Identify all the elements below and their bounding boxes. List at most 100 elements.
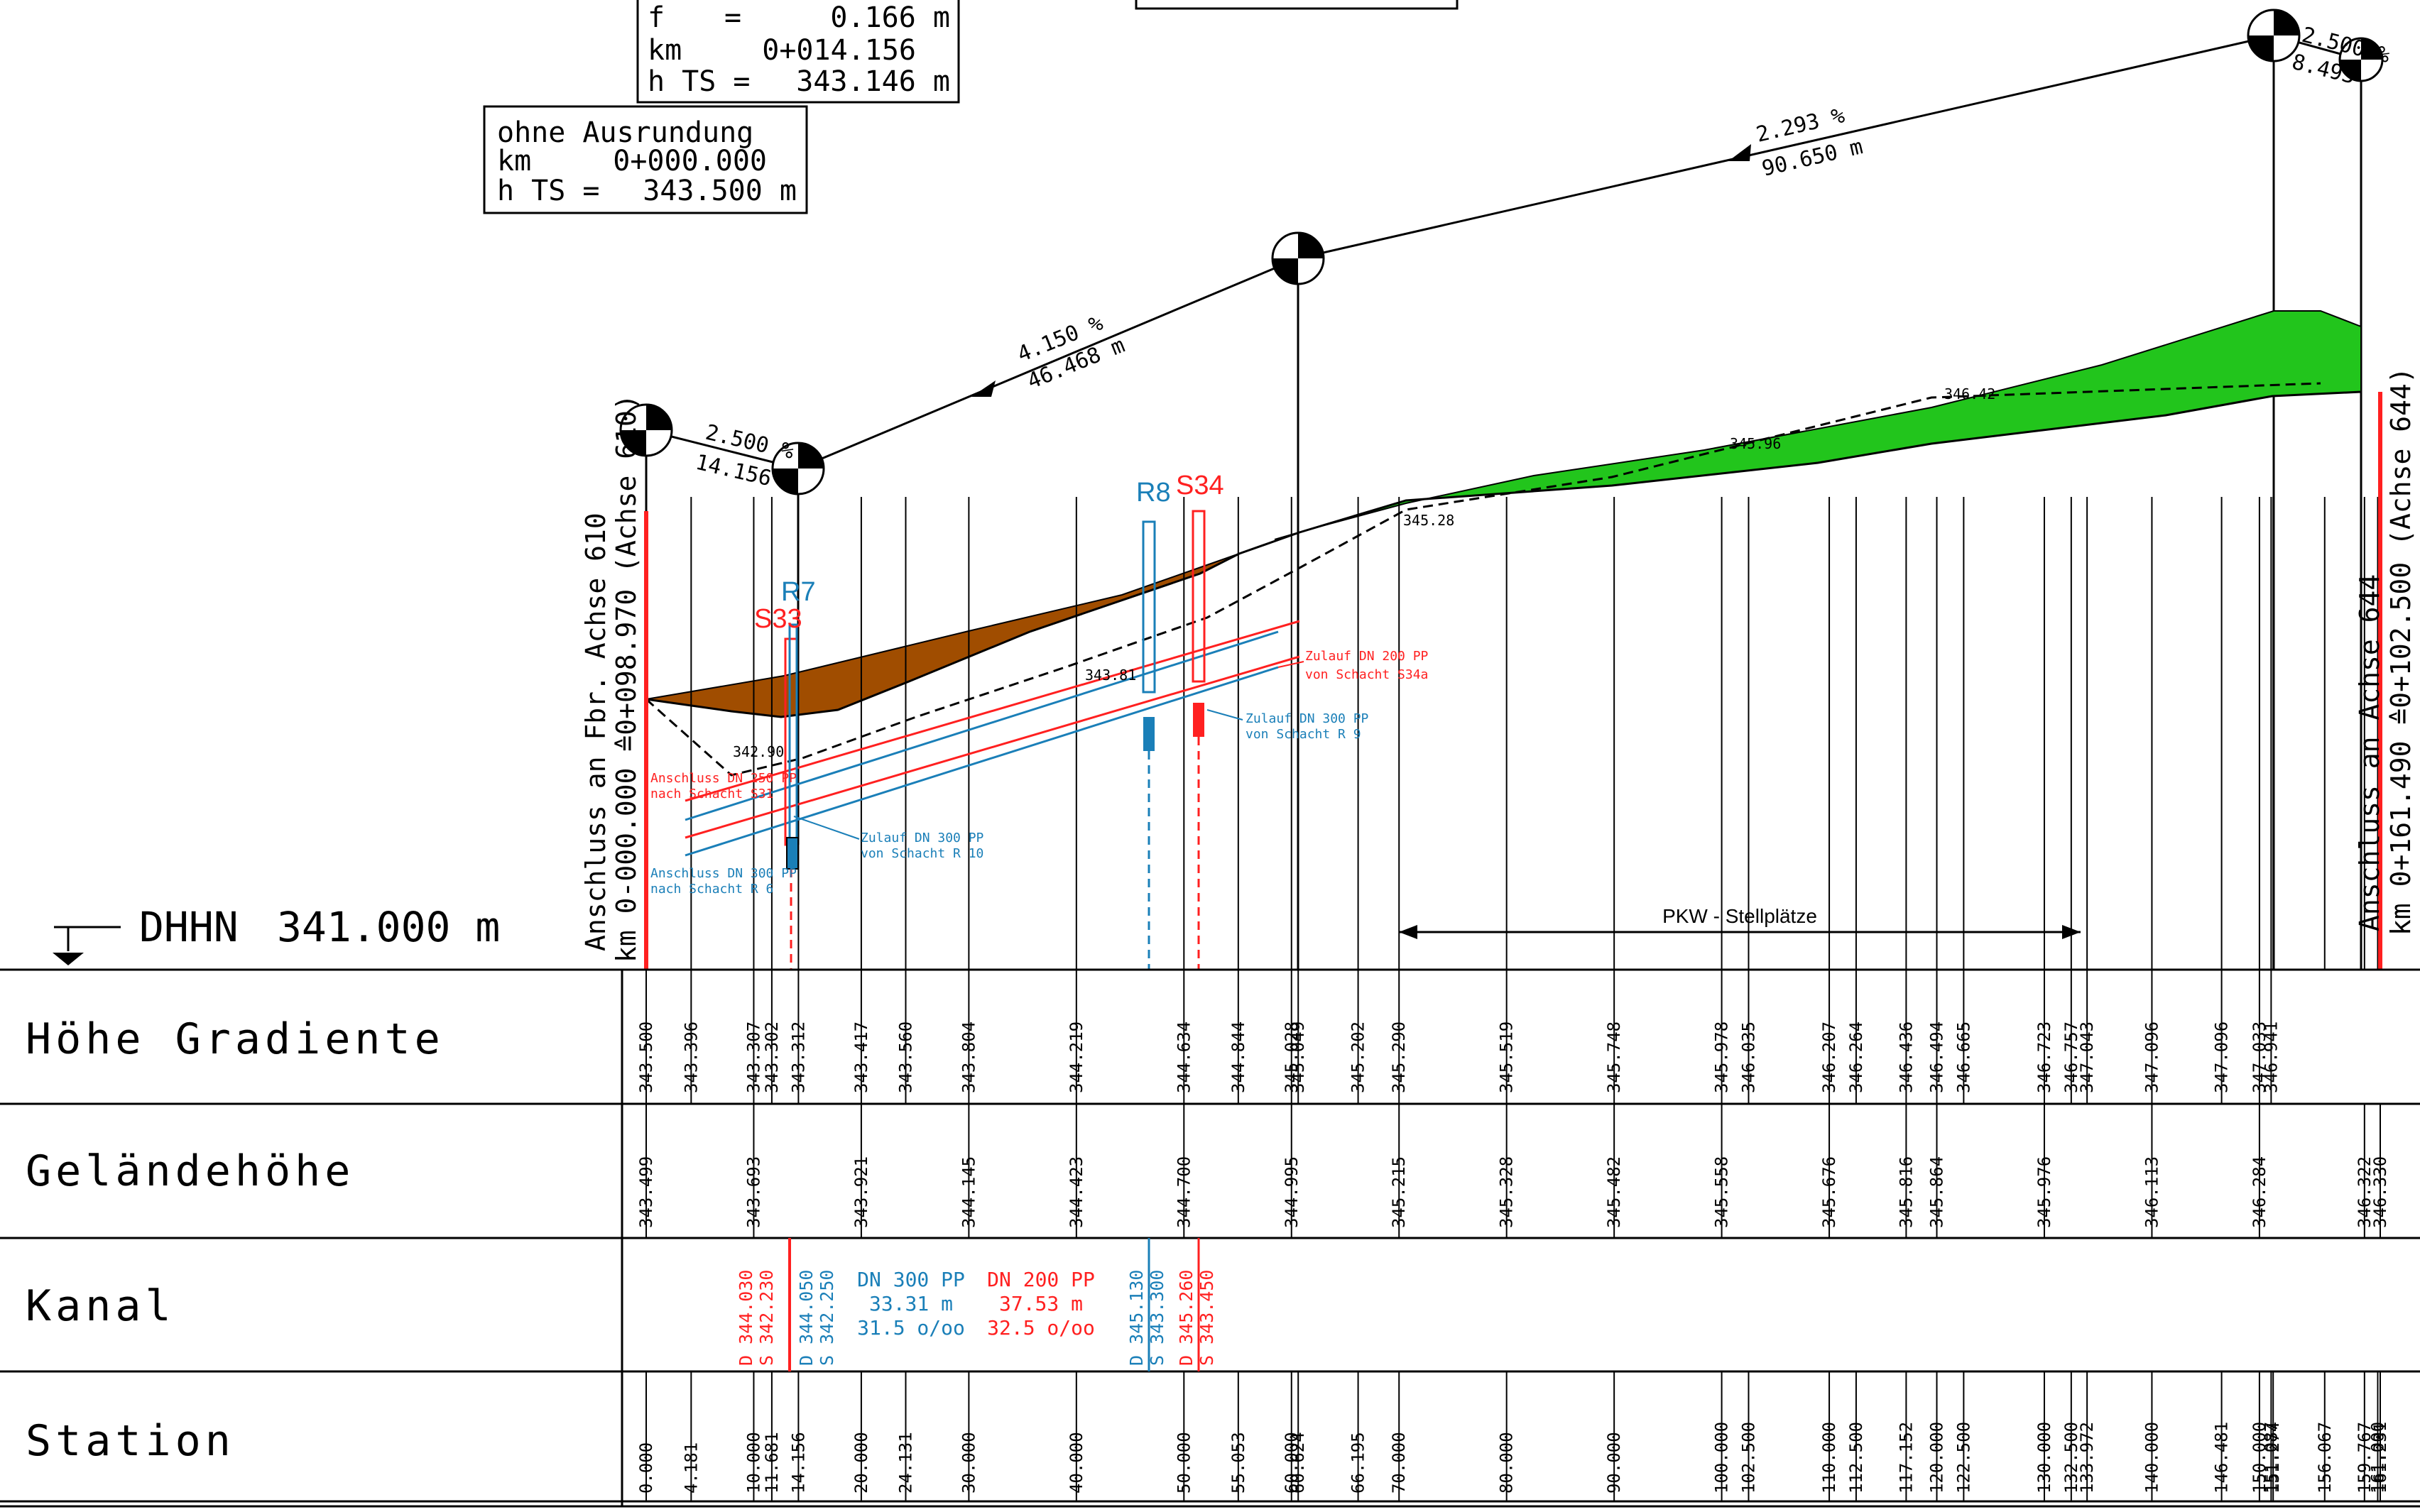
spot-heights: 342.90 343.81 345.28 345.96 346.42	[733, 385, 1995, 760]
gelaende-value: 343.921	[851, 1156, 871, 1228]
gelaende-value: 343.499	[636, 1156, 656, 1228]
kanal-c4-line2: S 343.450	[1197, 1270, 1217, 1366]
left-connection-text: Anschluss an Fbr. Achse 610 km 0-000.000…	[580, 394, 642, 963]
hoehe-value: 345.519	[1497, 1021, 1517, 1093]
band-gelaende-values: 343.499 343.693 343.921 344.145 344.423 344.7…	[636, 1104, 2390, 1238]
hoehe-value: 346.665	[1953, 1021, 1973, 1093]
kanal-c1-line1: D 344.030	[736, 1270, 756, 1366]
hoehe-value: 343.307	[743, 1021, 763, 1093]
kanal-pipe2-line1: DN 200 PP	[987, 1268, 1095, 1291]
annot-4-line2: von Schacht S34a	[1305, 667, 1428, 682]
station-value: 146.481	[2212, 1422, 2232, 1494]
station-value: 161.000	[2368, 1422, 2388, 1494]
kanal-c2-line2: S 342.250	[817, 1270, 837, 1366]
spot-height-4: 345.96	[1730, 435, 1781, 452]
station-value: 50.000	[1174, 1432, 1194, 1494]
station-value: 40.000	[1067, 1432, 1086, 1494]
box-f-label: f	[648, 1, 665, 34]
hoehe-value: 346.723	[2034, 1021, 2054, 1093]
station-value: 140.000	[2142, 1422, 2162, 1494]
parking-dimension: PKW - Stellplätze	[1399, 905, 2081, 939]
row-label-station: Station	[26, 1416, 235, 1466]
gelaende-value: 345.976	[2034, 1156, 2054, 1228]
left-conn-line1: Anschluss an Fbr. Achse 610	[580, 513, 611, 951]
station-value: 132.500	[2061, 1422, 2081, 1494]
station-value: 14.156	[788, 1432, 808, 1494]
gelaende-value: 345.482	[1604, 1156, 1624, 1228]
kanal-pipe1-line2: 33.31 m	[869, 1292, 953, 1315]
station-value: 151.087	[2261, 1422, 2281, 1494]
ohne-hts-label: h TS =	[497, 175, 600, 207]
annot-3-line2: von Schacht R 10	[861, 846, 983, 861]
hoehe-value: 345.978	[1712, 1021, 1732, 1093]
ohne-km-value: 0+000.000	[613, 145, 767, 177]
station-value: 151.274	[2263, 1422, 2283, 1494]
gelaende-value: 344.700	[1174, 1156, 1194, 1228]
label-r8: R8	[1136, 478, 1171, 508]
hoehe-value: 344.844	[1228, 1021, 1248, 1093]
kanal-pipe2-line2: 37.53 m	[999, 1292, 1083, 1315]
gelaende-value: 344.995	[1282, 1156, 1302, 1228]
station-value: 70.000	[1389, 1432, 1409, 1494]
gelaende-value: 345.864	[1927, 1156, 1947, 1228]
datum-label: DHHN	[139, 903, 239, 951]
station-value: 55.053	[1228, 1432, 1248, 1494]
kanal-pipe2-line3: 32.5 o/oo	[987, 1316, 1095, 1340]
spot-height-5: 346.42	[1944, 385, 1995, 402]
grade-arrows	[971, 144, 1751, 397]
kanal-c4-line1: D 345.260	[1176, 1270, 1197, 1366]
vertex-symbol-3	[1271, 231, 1325, 285]
kanal-c2-line1: D 344.050	[796, 1270, 817, 1366]
station-value: 117.152	[1896, 1422, 1916, 1494]
hoehe-value: 344.634	[1174, 1021, 1194, 1093]
station-value: 150.000	[2250, 1422, 2269, 1494]
station-value: 4.181	[681, 1442, 701, 1494]
station-value: 130.000	[2034, 1422, 2054, 1494]
label-s33: S33	[754, 604, 802, 634]
annot-2-line1: Anschluss DN 300 PP	[650, 866, 797, 881]
shaft-s34: S34	[1176, 471, 1224, 970]
box-hts-label: h TS =	[648, 65, 751, 98]
hoehe-value: 343.500	[636, 1021, 656, 1093]
label-r7: R7	[781, 577, 816, 607]
station-value: 30.000	[959, 1432, 979, 1494]
annot-3-line1: Zulauf DN 300 PP	[861, 831, 984, 845]
kanal-pipe1-line1: DN 300 PP	[857, 1268, 965, 1291]
hoehe-value: 343.302	[762, 1021, 782, 1093]
gelaende-value: 346.113	[2142, 1156, 2162, 1228]
row-label-gelaende: Geländehöhe	[26, 1146, 354, 1196]
annotation-leaders	[793, 661, 1304, 840]
station-value: 0.000	[636, 1442, 656, 1494]
datum-marker: DHHN 341.000 m	[53, 903, 500, 965]
hoehe-value: 347.096	[2142, 1021, 2162, 1093]
gelaende-value: 346.322	[2355, 1156, 2375, 1228]
right-connection-text: Anschluss an Achse 644 km 0+161.490 ≙0+1…	[2354, 367, 2416, 936]
gelaende-value: 344.145	[959, 1156, 979, 1228]
annot-5-line2: von Schacht R 9	[1246, 727, 1361, 742]
band-frame	[0, 968, 2420, 1508]
station-value: 100.000	[1712, 1422, 1732, 1494]
fill-area-green	[1274, 310, 2362, 540]
hoehe-value: 346.941	[2261, 1021, 2281, 1093]
station-value: 161.231	[2370, 1422, 2390, 1494]
ohne-km-label: km	[497, 145, 531, 177]
kanal-c1-line2: S 342.230	[756, 1270, 777, 1366]
parking-label: PKW - Stellplätze	[1662, 905, 1817, 927]
hoehe-value: 344.219	[1067, 1021, 1086, 1093]
top-box-2	[1135, 0, 1459, 10]
gelaende-value: 345.676	[1819, 1156, 1839, 1228]
station-value: 156.067	[2315, 1422, 2335, 1494]
terrain-dashed-line	[645, 382, 2321, 777]
vertex-symbol-1	[619, 403, 673, 457]
station-value: 24.131	[895, 1432, 915, 1494]
box-hts-value: 343.146 m	[796, 65, 950, 98]
band-labels: Höhe Gradiente Geländehöhe Kanal Station	[26, 1014, 440, 1466]
station-value: 11.681	[762, 1432, 782, 1494]
hoehe-value: 343.560	[895, 1021, 915, 1093]
gelaende-value: 344.423	[1067, 1156, 1086, 1228]
hoehe-value: 343.396	[681, 1021, 701, 1093]
gelaende-value: 345.558	[1712, 1156, 1732, 1228]
station-value: 20.000	[851, 1432, 871, 1494]
